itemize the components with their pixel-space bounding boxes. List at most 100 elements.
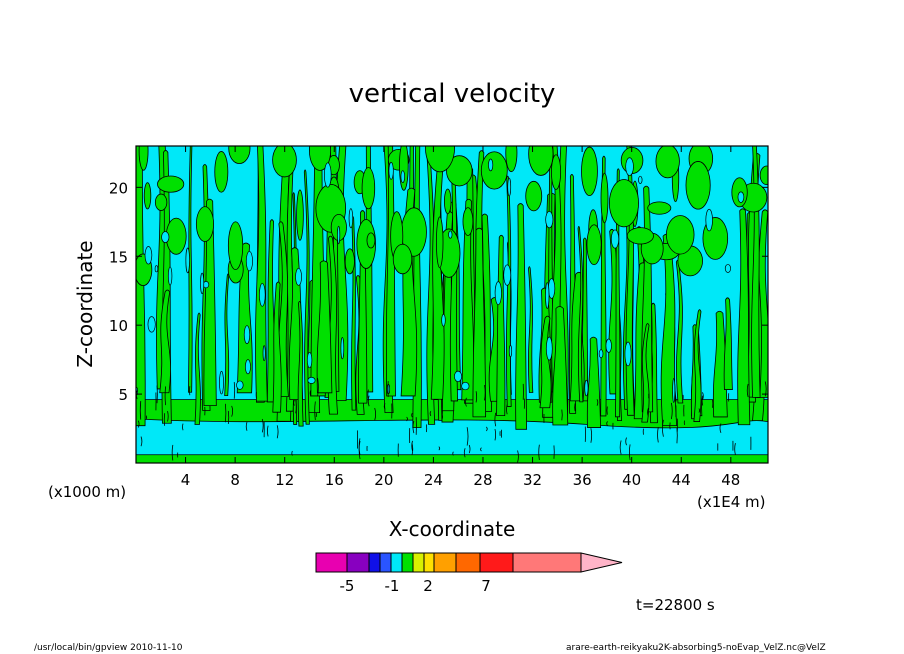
turbulence-contour [358, 438, 361, 455]
x-unit-left-label: (x1000 m) [48, 483, 126, 501]
colorbar-label: -1 [385, 577, 400, 595]
upper-cell [366, 232, 376, 249]
turbulence-contour [465, 397, 467, 407]
downdraft-pocket [348, 208, 354, 229]
x-tick-label: 20 [374, 471, 393, 489]
turbulence-contour [171, 444, 174, 461]
velocity-field [136, 146, 768, 463]
upper-cell [157, 175, 185, 193]
downdraft-pocket [584, 379, 589, 397]
upper-cell [685, 161, 711, 210]
turbulence-contour [484, 385, 486, 401]
upper-cell [228, 146, 251, 165]
upper-cell [505, 146, 518, 173]
upper-cell [528, 146, 554, 176]
turbulence-contour [538, 444, 540, 460]
turbulence-contour [261, 418, 264, 433]
updraft-plume [723, 297, 733, 390]
footer-right: arare-earth-reikyaku2K-absorbing5-noEvap… [566, 643, 826, 653]
upper-cell [425, 146, 455, 173]
turbulence-contour [619, 440, 622, 455]
turbulence-contour [276, 425, 279, 439]
turbulence-contour [406, 416, 408, 422]
downdraft-pocket [610, 229, 620, 249]
colorbar-cell [379, 552, 392, 573]
downdraft-pocket [508, 345, 513, 358]
downdraft-pocket [441, 313, 446, 327]
colorbar-arrow [580, 552, 623, 573]
turbulence-contour [140, 436, 143, 447]
upper-cell [586, 224, 602, 266]
upper-cell [356, 219, 376, 269]
downdraft-pocket [400, 170, 405, 184]
turbulence-contour [438, 446, 441, 451]
turbulence-contour [719, 423, 722, 434]
x-tick-label: 24 [424, 471, 443, 489]
downdraft-pocket [147, 316, 156, 333]
turbulence-contour [267, 425, 269, 437]
turbulence-contour [702, 392, 704, 401]
turbulence-contour [309, 389, 312, 397]
turbulence-contour [317, 378, 319, 397]
time-label: t=22800 s [636, 596, 715, 614]
x-tick-label: 40 [622, 471, 641, 489]
colorbar-labels: -5 -1 2 7 [340, 577, 491, 595]
downdraft-pocket [236, 380, 244, 390]
turbulence-contour [295, 399, 297, 414]
updraft-plume [577, 226, 584, 403]
downdraft-pocket [598, 349, 604, 359]
turbulence-contour [293, 399, 295, 406]
colorbar-cell [433, 552, 457, 573]
updraft-plume [187, 146, 193, 393]
x-axis-label: X-coordinate [389, 517, 516, 541]
y-tick-label: 5 [118, 386, 128, 404]
x-tick-label: 32 [523, 471, 542, 489]
downdraft-pocket [507, 177, 512, 197]
updraft-plume [515, 203, 528, 430]
x-tick-label: 8 [230, 471, 240, 489]
updraft-plume [194, 312, 201, 425]
turbulence-contour [628, 444, 631, 461]
plot-frame [135, 145, 769, 464]
downdraft-pocket [488, 158, 494, 172]
colorbar-label: 7 [481, 577, 491, 595]
upper-cell [138, 146, 149, 171]
updraft-plume [641, 323, 650, 423]
upper-cell [655, 146, 680, 179]
downdraft-pocket [724, 264, 731, 273]
turbulence-contour [182, 423, 184, 431]
turbulence-contour [429, 410, 432, 417]
downdraft-pocket [388, 161, 394, 180]
upper-cell [399, 146, 409, 191]
turbulence-contour [466, 427, 469, 446]
downdraft-pocket [185, 247, 190, 274]
updraft-plume [385, 146, 396, 397]
upper-cell [296, 189, 304, 241]
downdraft-pocket [705, 208, 713, 232]
downdraft-pocket [638, 175, 643, 184]
turbulence-contour [625, 437, 627, 446]
turbulence-contour [367, 395, 370, 407]
updraft-plume [528, 266, 534, 393]
upper-cell [344, 248, 355, 275]
turbulence-contour [480, 447, 482, 452]
upper-cell [626, 227, 654, 245]
downdraft-pocket [448, 230, 453, 239]
updraft-plume [224, 273, 230, 397]
colorbar-cell [423, 552, 435, 573]
turbulence-contour [167, 411, 169, 422]
upper-cell [195, 206, 215, 242]
upper-cell [462, 207, 474, 236]
upper-cell [581, 146, 598, 197]
upper-cell [480, 151, 508, 190]
downdraft-pocket [167, 266, 173, 286]
colorbar-cell [512, 552, 582, 573]
colorbar-label: 2 [423, 577, 433, 595]
turbulence-contour [452, 451, 454, 456]
updraft-plume [255, 146, 268, 402]
downdraft-pocket [737, 191, 745, 203]
downdraft-pocket [605, 338, 612, 353]
upper-cell [525, 180, 543, 212]
colorbar-cell [455, 552, 481, 573]
